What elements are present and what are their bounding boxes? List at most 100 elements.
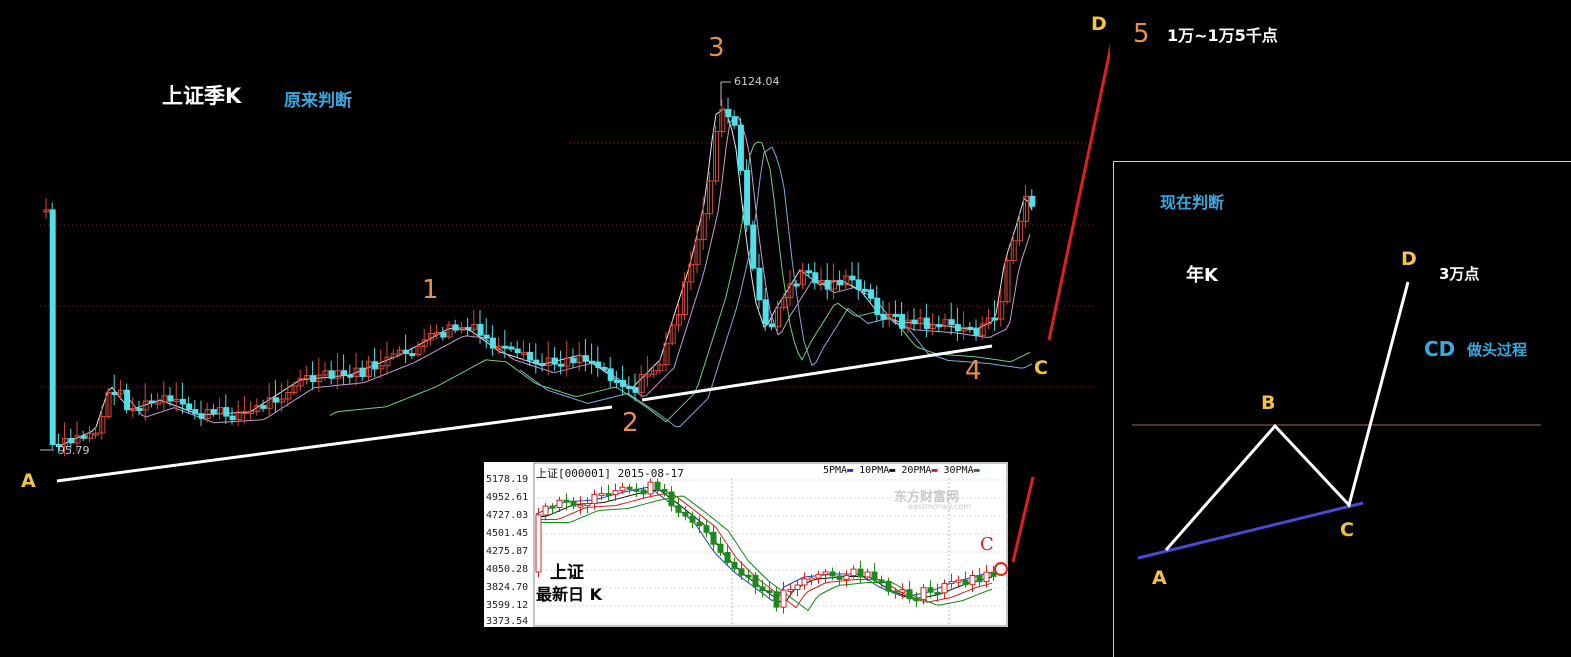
candle-body: [62, 437, 69, 447]
candle-body: [539, 363, 546, 367]
inset-ytick: 3599.12: [486, 600, 529, 611]
point-label-a: A: [21, 470, 36, 492]
inset-candlesticks: [535, 478, 997, 614]
candle-body: [595, 361, 602, 368]
target-range-text: 1万~1万5千点: [1167, 26, 1278, 45]
inset-candle-body: [549, 505, 556, 509]
candle-body: [124, 389, 131, 411]
candle-body: [756, 267, 763, 301]
candle-body: [272, 397, 279, 403]
candle-body: [74, 435, 81, 444]
inset-candle-body: [913, 598, 920, 602]
candle-body: [564, 357, 571, 367]
chart-gridlines: [40, 142, 1095, 388]
candle-body: [204, 409, 211, 419]
candle-body: [905, 319, 912, 329]
candle-body: [706, 180, 713, 215]
candle-body: [626, 385, 633, 389]
inset-candle-body: [612, 490, 619, 495]
candle-body: [725, 108, 732, 118]
inset-ytick: 4952.61: [486, 492, 529, 503]
inset-candle-body: [955, 579, 962, 583]
candle-body: [43, 209, 50, 213]
candle-body: [359, 367, 366, 377]
candle-body: [446, 324, 453, 338]
candle-body: [669, 324, 676, 344]
inset-candle-body: [962, 579, 969, 586]
panel-point-a: A: [1152, 567, 1167, 589]
inset-legend: 5PMA▬ 10PMA▬ 20PMA▬ 30PMA▬: [823, 465, 980, 476]
candle-body: [179, 398, 186, 405]
inset-candle-body: [661, 488, 668, 493]
candle-body: [837, 280, 844, 286]
candle-body: [781, 297, 788, 309]
candle-body: [514, 348, 521, 354]
candle-body: [806, 270, 813, 274]
candle-body: [452, 324, 459, 331]
inset-candle-body: [822, 571, 829, 575]
candle-body: [117, 389, 124, 395]
candle-body: [322, 370, 329, 376]
candle-body: [409, 353, 416, 357]
inset-candle-body: [689, 515, 696, 523]
candle-body: [551, 357, 558, 365]
inset-candle-body: [948, 581, 955, 585]
candle-body: [130, 408, 137, 412]
candle-body: [254, 405, 261, 412]
candle-body: [396, 349, 403, 355]
inset-candle-body: [717, 543, 724, 553]
inset-candle-body: [941, 583, 948, 594]
candle-body: [576, 355, 583, 364]
inset-candle-body: [850, 568, 857, 577]
inset-ytick: 3373.54: [486, 616, 529, 627]
inset-candle-body: [864, 571, 871, 578]
chart-subtitle: 原来判断: [284, 91, 352, 111]
candle-body: [793, 283, 800, 287]
candle-body: [341, 370, 348, 376]
inset-candle-body: [780, 589, 787, 608]
inset-candle-body: [605, 492, 612, 496]
inset-candle-body: [857, 568, 864, 578]
panel-target-text: 3万点: [1439, 265, 1480, 283]
candle-body: [378, 365, 385, 370]
candle-body: [303, 375, 310, 380]
candle-body: [558, 363, 565, 367]
inset-candle-body: [640, 489, 647, 495]
candle-body: [824, 279, 831, 290]
candle-body: [533, 359, 540, 365]
inset-candle-body: [724, 551, 731, 563]
inset-ytick: 4727.03: [486, 510, 529, 521]
candle-body: [589, 360, 596, 364]
candle-body: [874, 297, 881, 315]
inset-header: 上证[000001] 2015-08-17: [536, 467, 684, 480]
inset-candle-body: [885, 580, 892, 592]
candle-body: [1004, 260, 1011, 303]
candle-body: [582, 355, 589, 362]
candle-body: [700, 213, 707, 241]
candle-body: [384, 356, 391, 367]
candle-body: [688, 263, 695, 283]
support-line-2-4: [641, 344, 993, 402]
candle-body: [936, 324, 943, 328]
inset-candle-body: [766, 590, 773, 594]
support-line-a-c: [1137, 501, 1364, 560]
candle-body: [843, 275, 850, 286]
wave-label-4: 4: [965, 356, 982, 386]
candle-body: [55, 444, 62, 448]
inset-candle-body: [801, 578, 808, 586]
candle-body: [1010, 240, 1017, 262]
candle-body: [545, 357, 552, 366]
candle-body: [353, 367, 360, 377]
candle-body: [235, 411, 242, 421]
panel-point-b: B: [1261, 392, 1276, 414]
candle-body: [985, 317, 992, 325]
legend-20pma: 20PMA: [901, 465, 932, 476]
candle-body: [347, 374, 354, 378]
inset-candle-body: [836, 575, 843, 580]
candle-body: [886, 313, 893, 320]
candle-body: [1029, 195, 1036, 207]
inset-candle-body: [843, 575, 850, 580]
inset-ytick: 4501.45: [486, 528, 529, 539]
candle-body: [49, 209, 56, 446]
candle-body: [161, 395, 168, 403]
